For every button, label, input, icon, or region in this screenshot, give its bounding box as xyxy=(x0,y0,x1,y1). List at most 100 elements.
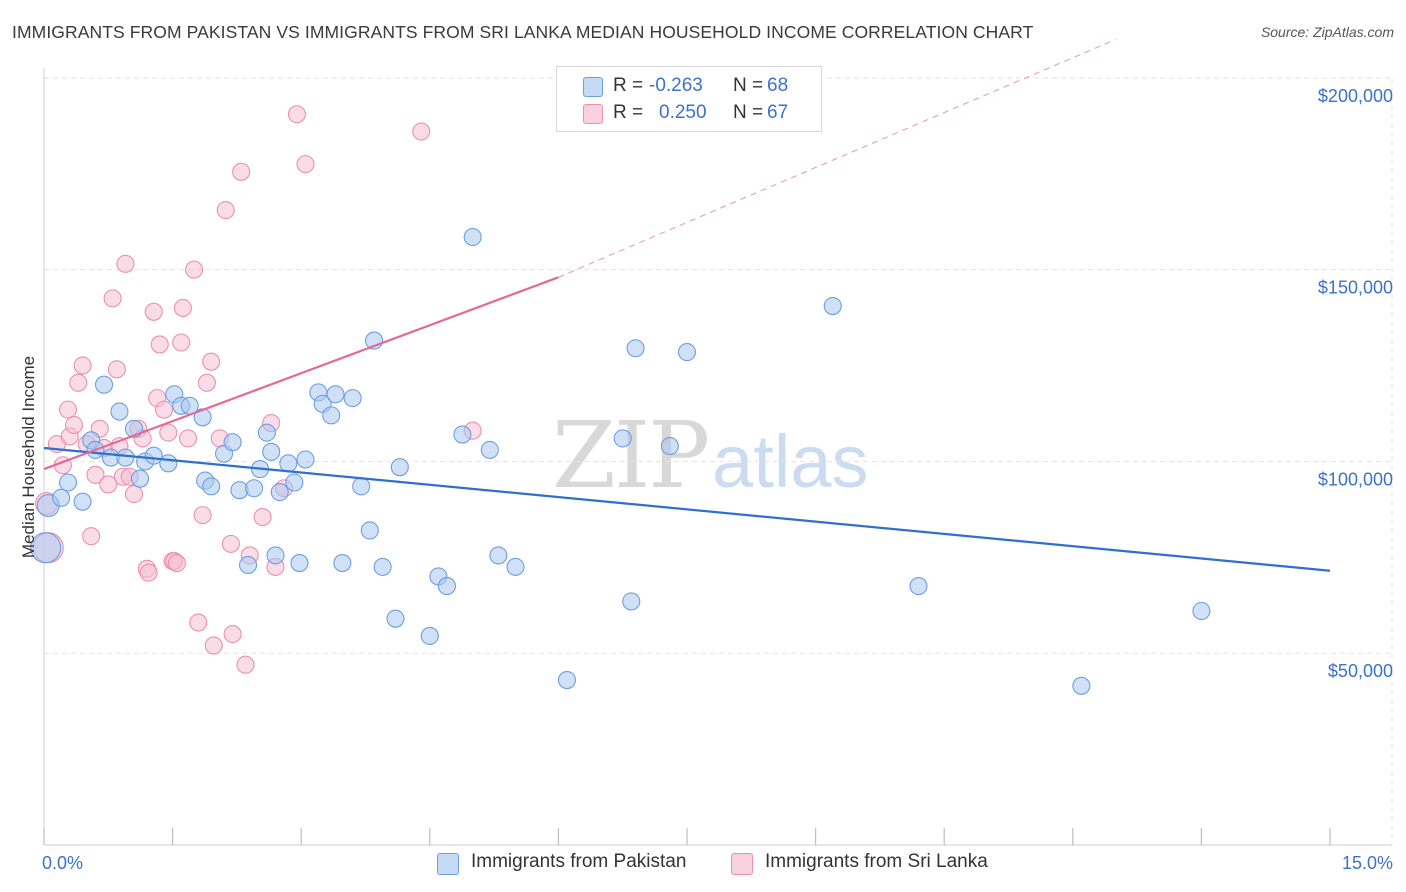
y-tick-label: $200,000 xyxy=(1318,86,1393,106)
pakistan-point xyxy=(285,473,304,492)
sri-lanka-swatch xyxy=(583,104,603,124)
pakistan-point xyxy=(420,626,439,645)
sri-lanka-point xyxy=(154,400,174,419)
sri-lanka-point xyxy=(189,613,208,632)
pakistan-point xyxy=(223,433,242,452)
sri-lanka-point xyxy=(253,507,272,527)
pakistan-legend-swatch xyxy=(437,853,459,875)
x-tick-label: 15.0% xyxy=(1342,853,1393,873)
sri-lanka-point xyxy=(202,352,221,371)
sri-lanka-point xyxy=(232,162,251,181)
pakistan-swatch xyxy=(583,77,603,97)
pakistan-point xyxy=(453,425,472,444)
axes xyxy=(43,68,1392,846)
y-tick-label: $100,000 xyxy=(1318,469,1393,489)
sri-lanka-point xyxy=(178,429,198,448)
pakistan-point xyxy=(333,554,352,573)
sri-lanka-point xyxy=(86,465,105,484)
legend-r-label: R = xyxy=(613,102,644,123)
legend-n-label: N = xyxy=(733,102,764,123)
sri-lanka-point xyxy=(150,335,169,354)
sri-lanka-point xyxy=(167,554,186,573)
pakistan-point xyxy=(506,557,525,576)
pakistan-point xyxy=(58,473,78,492)
pakistan-point xyxy=(343,389,362,408)
sri-lanka-n-value: 67 xyxy=(767,102,789,123)
pakistan-point xyxy=(557,671,577,690)
pakistan-point xyxy=(110,402,129,421)
pakistan-point xyxy=(677,343,697,362)
pakistan-point xyxy=(73,492,92,511)
sri-lanka-point xyxy=(204,636,223,655)
pakistan-point xyxy=(390,458,409,477)
pakistan-point xyxy=(290,554,309,573)
pakistan-point xyxy=(130,469,150,488)
trend-lines xyxy=(43,38,1331,572)
correlation-legend: R = -0.263 N = 68 R = 0.250 N = 67 xyxy=(556,66,822,132)
pakistan-point xyxy=(360,521,379,540)
pakistan-point xyxy=(279,454,298,473)
pakistan-point xyxy=(266,546,285,565)
pakistan-legend-label: Immigrants from Pakistan xyxy=(471,851,687,872)
pakistan-point xyxy=(52,488,71,507)
pakistan-point xyxy=(296,450,315,469)
pakistan-point xyxy=(909,577,928,596)
pakistan-point xyxy=(386,609,405,628)
sri-lanka-point xyxy=(184,260,204,279)
sri-lanka-r-value: 0.250 xyxy=(659,102,707,123)
sri-lanka-point xyxy=(64,415,84,435)
pakistan-point xyxy=(326,385,345,404)
pakistan-point xyxy=(1192,601,1211,621)
legend-r-label: R = xyxy=(613,75,644,96)
y-tick-label: $150,000 xyxy=(1318,278,1393,298)
sri-lanka-point xyxy=(139,563,158,582)
grid-lines xyxy=(44,77,1393,845)
pakistan-point xyxy=(437,577,456,596)
sri-lanka-point xyxy=(99,475,118,494)
sri-lanka-point xyxy=(296,155,315,174)
sri-lanka-point xyxy=(412,122,431,141)
watermark-zip: ZIP xyxy=(552,402,710,509)
pakistan-point xyxy=(480,440,499,459)
pakistan-points xyxy=(30,227,1211,695)
sri-lanka-point xyxy=(287,105,306,124)
pakistan-point xyxy=(116,448,135,467)
pakistan-n-value: 68 xyxy=(767,75,789,96)
y-tick-label: $50,000 xyxy=(1328,661,1393,681)
pakistan-point xyxy=(1072,676,1091,695)
sri-lanka-point xyxy=(58,400,78,419)
sri-lanka-trend-extension xyxy=(558,38,1116,278)
pakistan-point xyxy=(823,297,842,316)
sri-lanka-point xyxy=(197,373,216,392)
sri-lanka-legend-swatch xyxy=(731,853,753,875)
sri-lanka-point xyxy=(82,527,101,546)
pakistan-point xyxy=(352,477,371,496)
pakistan-point xyxy=(622,592,641,611)
pakistan-point xyxy=(244,479,264,498)
sri-lanka-point xyxy=(223,624,242,644)
pakistan-point xyxy=(30,532,62,564)
sri-lanka-point xyxy=(107,360,126,379)
sri-lanka-point xyxy=(69,373,88,392)
sri-lanka-point xyxy=(193,506,212,525)
pakistan-r-value: -0.263 xyxy=(649,75,703,96)
pakistan-trend-line xyxy=(43,446,1331,572)
sri-lanka-point xyxy=(173,298,192,318)
sri-lanka-trend-line xyxy=(43,276,559,471)
sri-lanka-point xyxy=(159,423,178,442)
legend-n-label: N = xyxy=(733,75,764,96)
sri-lanka-point xyxy=(216,201,235,220)
pakistan-point xyxy=(322,406,341,425)
zipatlas-watermark: ZIPatlas xyxy=(552,402,868,509)
pakistan-point xyxy=(660,437,679,456)
pakistan-point xyxy=(626,339,645,358)
chart-title: IMMIGRANTS FROM PAKISTAN VS IMMIGRANTS F… xyxy=(12,22,1034,42)
sri-lanka-point xyxy=(124,484,144,504)
sri-lanka-point xyxy=(144,302,163,321)
axis-labels: $50,000 $100,000 $150,000 $200,000 0.0% 15.0%… xyxy=(19,86,1393,873)
sri-lanka-point xyxy=(172,333,191,352)
x-tick-label: 0.0% xyxy=(42,853,83,873)
pakistan-point xyxy=(262,442,281,461)
sri-lanka-point xyxy=(116,254,135,273)
